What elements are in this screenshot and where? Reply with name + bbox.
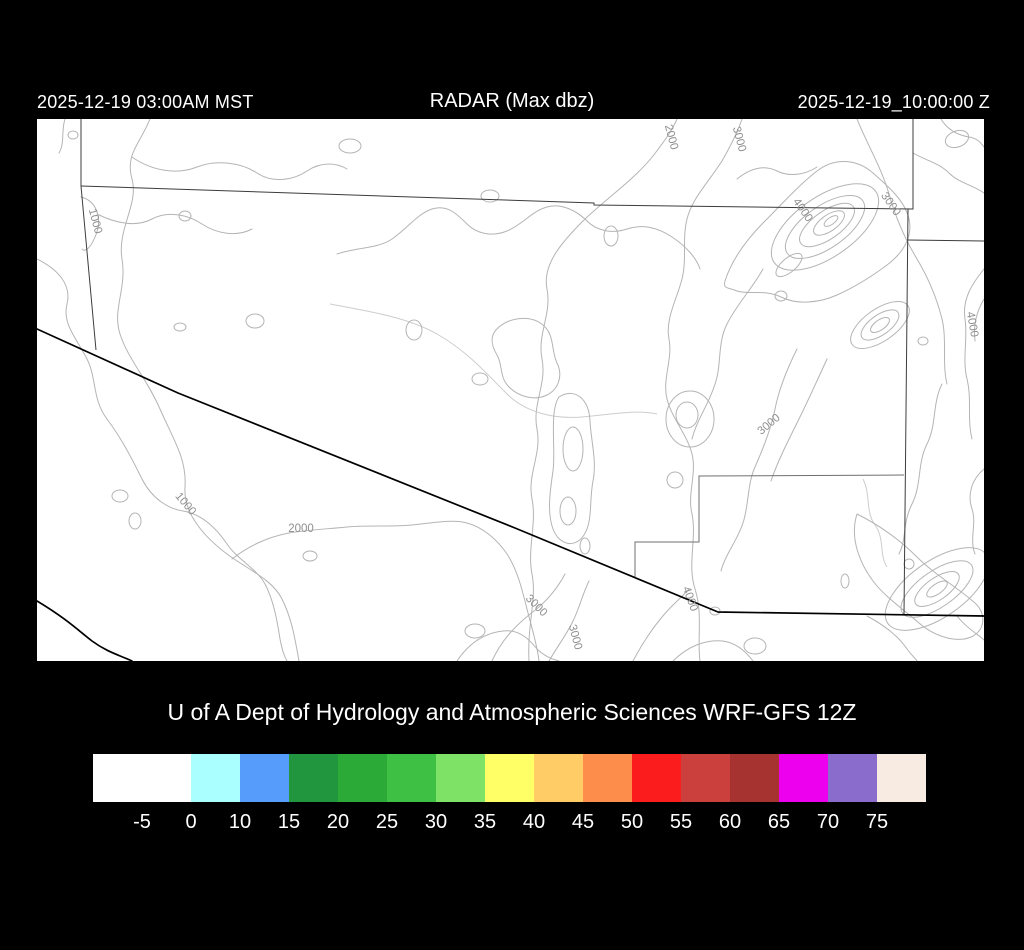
colorbar-tick: 60 <box>718 811 742 833</box>
colorbar-segment <box>730 754 779 802</box>
colorbar-segment <box>583 754 632 802</box>
contour-label: 1000 <box>86 207 104 235</box>
colorbar-tick: 40 <box>522 811 546 833</box>
state-borders <box>80 119 984 615</box>
colorbar-tick: 45 <box>571 811 595 833</box>
colorbar-segment <box>485 754 534 802</box>
border-37n <box>80 185 914 210</box>
contour-label: 3000 <box>730 125 748 153</box>
county-boundary <box>634 474 905 578</box>
source-caption: U of A Dept of Hydrology and Atmospheric… <box>167 699 857 725</box>
contour-label: 3000 <box>755 412 782 438</box>
colorbar-tick: 50 <box>620 811 644 833</box>
map-canvas: 1000 2000 3000 4000 3000 4000 3000 1000 … <box>37 119 984 661</box>
page-title: RADAR (Max dbz) <box>429 90 595 112</box>
colorbar-segment <box>877 754 926 802</box>
colorbar-tick: 30 <box>424 811 448 833</box>
colorbar-segment <box>240 754 289 802</box>
colorbar-tick: 10 <box>228 811 252 833</box>
contour-label: 3000 <box>523 593 550 620</box>
border-az-nm <box>903 119 914 615</box>
colorbar-segment <box>828 754 877 802</box>
colorbar-tick-row: -5 0 10 15 20 25 30 35 40 45 50 55 60 65… <box>0 811 1024 837</box>
colorbar-tick: 0 <box>185 811 197 833</box>
coastline-gulf <box>37 600 133 661</box>
map-svg: 1000 2000 3000 4000 3000 4000 3000 1000 … <box>37 119 984 661</box>
border-east-lat <box>907 239 984 242</box>
colorbar-segment <box>779 754 828 802</box>
colorbar-segment <box>93 754 191 802</box>
colorbar-tick: 75 <box>865 811 889 833</box>
colorbar-segment <box>338 754 387 802</box>
colorbar-segment <box>436 754 485 802</box>
outline-borders <box>37 328 984 661</box>
colorbar-tick: 15 <box>277 811 301 833</box>
contour-label: 3000 <box>566 623 584 651</box>
contour-label: 1000 <box>172 490 198 517</box>
contour-label: 2000 <box>288 523 314 535</box>
colorbar-segment <box>191 754 240 802</box>
dbz-colorbar <box>93 754 926 802</box>
colorbar-tick: -5 <box>133 811 151 833</box>
colorbar-segment <box>289 754 338 802</box>
border-colorado-river-mexico <box>37 328 984 617</box>
colorbar-tick: 25 <box>375 811 399 833</box>
colorbar-segment <box>534 754 583 802</box>
colorbar-segment <box>681 754 730 802</box>
valid-time-utc: 2025-12-19_10:00:00 Z <box>797 92 990 112</box>
colorbar-segment <box>387 754 436 802</box>
border-114w <box>80 119 97 351</box>
colorbar-tick: 55 <box>669 811 693 833</box>
terrain-contours <box>37 119 984 661</box>
valid-time-local: 2025-12-19 03:00AM MST <box>37 92 254 112</box>
colorbar-tick: 35 <box>473 811 497 833</box>
colorbar-segment <box>632 754 681 802</box>
contour-label: 3000 <box>878 190 903 218</box>
colorbar-tick: 20 <box>326 811 350 833</box>
contour-label: 4000 <box>964 311 980 338</box>
colorbar-tick: 65 <box>767 811 791 833</box>
contour-label: 2000 <box>662 123 680 151</box>
contour-labels: 1000 2000 3000 4000 3000 4000 3000 1000 … <box>86 123 980 651</box>
contour-label: 4000 <box>680 585 700 613</box>
colorbar-tick: 70 <box>816 811 840 833</box>
